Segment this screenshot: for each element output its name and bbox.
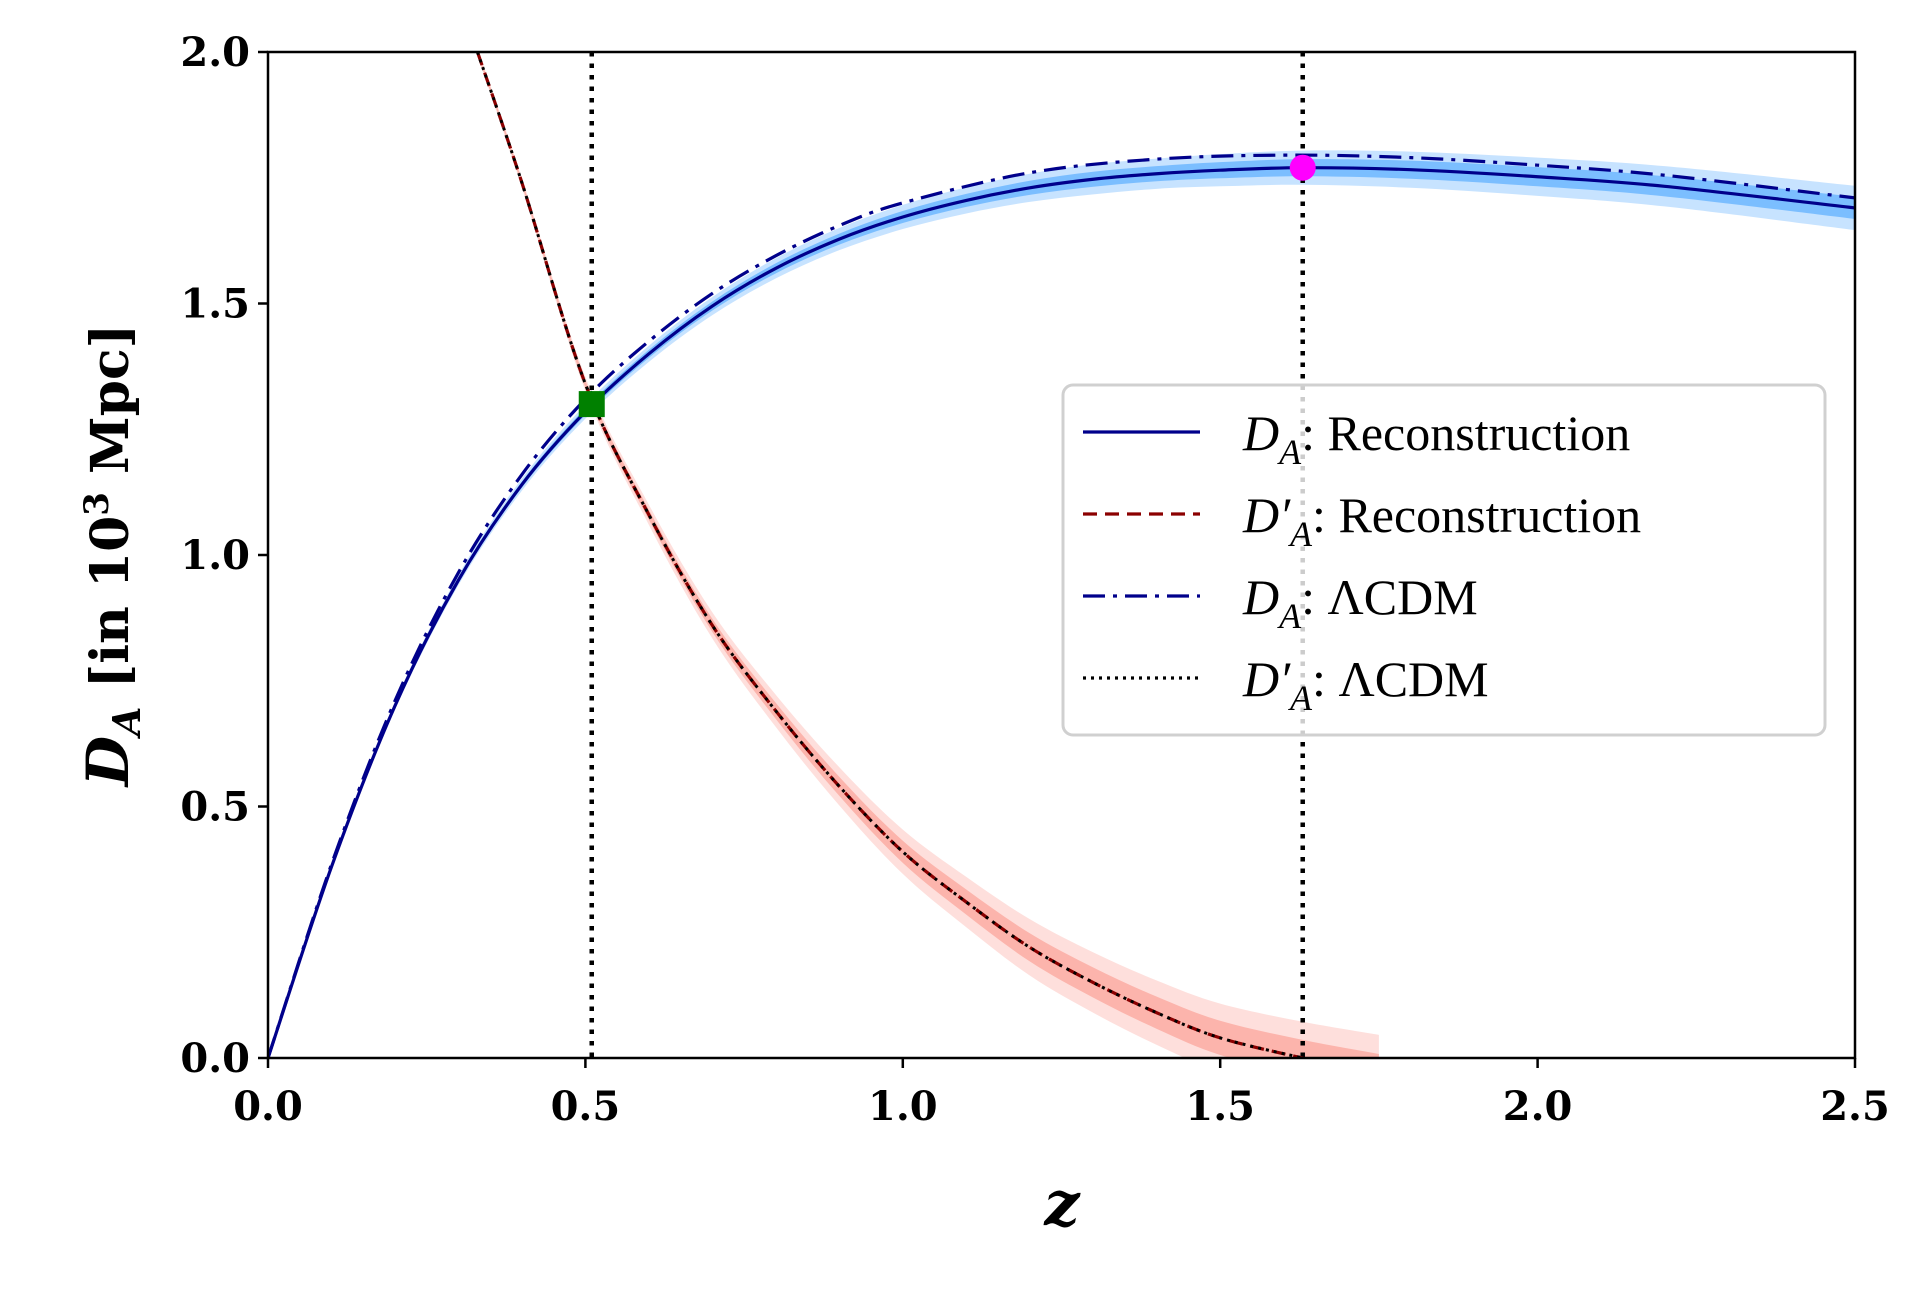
y-tick-label: 1.5	[180, 281, 250, 328]
legend-entry-label: DA: ΛCDM	[1242, 569, 1478, 636]
x-tick-label: 0.0	[233, 1083, 303, 1130]
y-tick-label: 0.0	[180, 1035, 250, 1082]
y-label-unit-prefix: [in 10	[80, 516, 141, 707]
x-tick-label: 1.5	[1185, 1083, 1255, 1130]
peak-point-circle-marker	[1289, 154, 1316, 181]
legend-entry-label: D′A: ΛCDM	[1242, 651, 1489, 718]
x-tick-label: 2.5	[1820, 1083, 1890, 1130]
y-label-unit-suffix: Mpc]	[80, 324, 141, 492]
series-line-1	[475, 52, 1311, 1058]
y-tick-label: 2.0	[180, 29, 250, 76]
x-tick-label: 2.0	[1503, 1083, 1573, 1130]
x-tick-label: 0.5	[551, 1083, 621, 1130]
x-tick-label: 1.0	[868, 1083, 938, 1130]
legend-entry-label: D′A: Reconstruction	[1242, 487, 1641, 554]
y-axis-label: DA [in 103 Mpc]	[74, 324, 149, 788]
markers	[578, 154, 1316, 418]
series-line-0	[268, 166, 1855, 1058]
band-1-2sigma	[477, 52, 1379, 1058]
legend-box	[1061, 383, 1827, 737]
crossing-point-square-marker	[578, 391, 605, 418]
confidence-bands	[268, 52, 1855, 1058]
y-axis-ticks: 0.0 0.5 1.0 1.5 2.0	[180, 29, 268, 1082]
series-line-3	[476, 52, 1304, 1058]
y-label-symbol: D	[74, 736, 142, 788]
x-axis-label: z	[1043, 1167, 1081, 1240]
y-tick-label: 1.0	[180, 532, 250, 579]
series-line-2	[268, 153, 1855, 1058]
legend: DA: Reconstruction D′A: Reconstruction DA:…	[1061, 383, 1827, 737]
x-axis-ticks: 0.0 0.5 1.0 1.5 2.0 2.5	[233, 1058, 1890, 1130]
series-lines	[268, 52, 1855, 1058]
y-label-subscript: A	[104, 706, 149, 738]
legend-items: DA: Reconstruction D′A: Reconstruction DA:…	[1083, 405, 1641, 718]
legend-entry-label: DA: Reconstruction	[1242, 405, 1630, 472]
y-tick-label: 0.5	[180, 784, 250, 831]
y-label-exponent: 3	[77, 492, 117, 516]
